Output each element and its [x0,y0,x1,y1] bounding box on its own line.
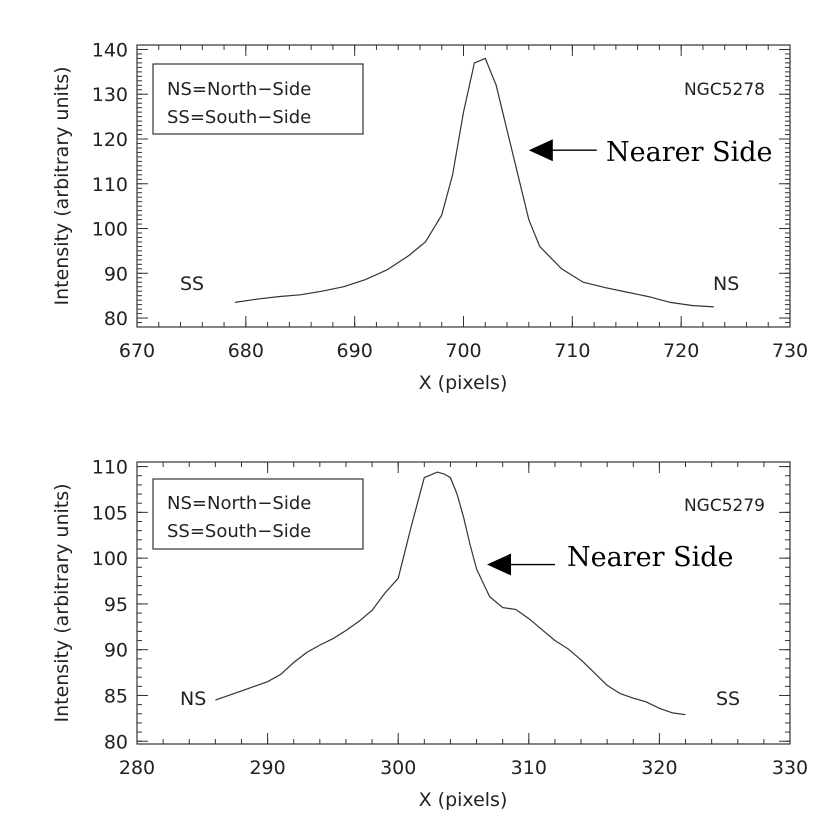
nearer-side-annotation: Nearer Side [606,137,772,168]
y-tick-label: 110 [92,457,128,479]
legend-box [152,478,364,550]
chart-ngc5279: 280 290 300 310 320 330 80 85 90 95 100 105 110 NS=… [51,457,808,811]
y-tick-label: 110 [92,174,128,196]
y-tick-label: 120 [92,129,128,151]
legend-entry-ss: SS=South−Side [167,521,311,542]
x-tick-label: 290 [249,757,285,779]
series-line [215,471,686,716]
tick-marks [136,44,791,328]
x-tick-label: 720 [663,340,699,362]
nearer-side-annotation: Nearer Side [567,542,733,573]
y-tick-label: 95 [104,594,128,616]
left-side-label: SS [180,273,204,295]
x-tick-label: 680 [228,340,264,362]
y-tick-label: 100 [92,219,128,241]
right-side-label: SS [716,688,740,710]
y-axis-title: Intensity (arbitrary units) [51,483,73,722]
x-tick-labels: 280 290 300 310 320 330 [119,757,808,779]
right-side-label: NS [713,273,739,295]
tick-marks [136,462,791,744]
legend-box [152,63,364,135]
y-tick-label: 80 [104,308,128,330]
legend-entry-ss: SS=South−Side [167,107,311,128]
x-tick-label: 710 [554,340,590,362]
y-tick-labels: 80 85 90 95 100 105 110 [92,457,128,754]
galaxy-name: NGC5278 [684,80,765,100]
galaxy-name: NGC5279 [684,496,765,516]
x-tick-label: 310 [511,757,547,779]
x-tick-label: 700 [445,340,481,362]
annotation-arrow-head [528,139,553,162]
x-tick-label: 670 [119,340,155,362]
x-tick-label: 300 [380,757,416,779]
x-axis-title: X (pixels) [419,372,508,394]
y-tick-label: 130 [92,84,128,106]
y-tick-label: 90 [104,640,128,662]
x-tick-label: 320 [641,757,677,779]
y-tick-label: 100 [92,548,128,570]
left-side-label: NS [180,688,206,710]
y-tick-label: 85 [104,685,128,707]
y-tick-label: 105 [92,502,128,524]
y-tick-label: 90 [104,263,128,285]
x-tick-label: 730 [772,340,808,362]
chart-ngc5278: 670 680 690 700 710 720 730 80 90 100 110 120 130 14… [51,39,808,394]
x-tick-label: 280 [119,757,155,779]
x-axis-title: X (pixels) [419,789,508,811]
x-tick-label: 690 [337,340,373,362]
legend-entry-ns: NS=North−Side [167,493,311,514]
legend-entry-ns: NS=North−Side [167,79,311,100]
plot-frame [136,461,791,745]
y-tick-label: 80 [104,731,128,753]
y-tick-label: 140 [92,39,128,61]
y-axis-title: Intensity (arbitrary units) [51,66,73,305]
annotation-arrow-head [487,553,512,576]
y-tick-labels: 80 90 100 110 120 130 140 [92,39,128,330]
x-tick-label: 330 [772,757,808,779]
series-line [234,57,714,308]
x-tick-labels: 670 680 690 700 710 720 730 [119,340,808,362]
